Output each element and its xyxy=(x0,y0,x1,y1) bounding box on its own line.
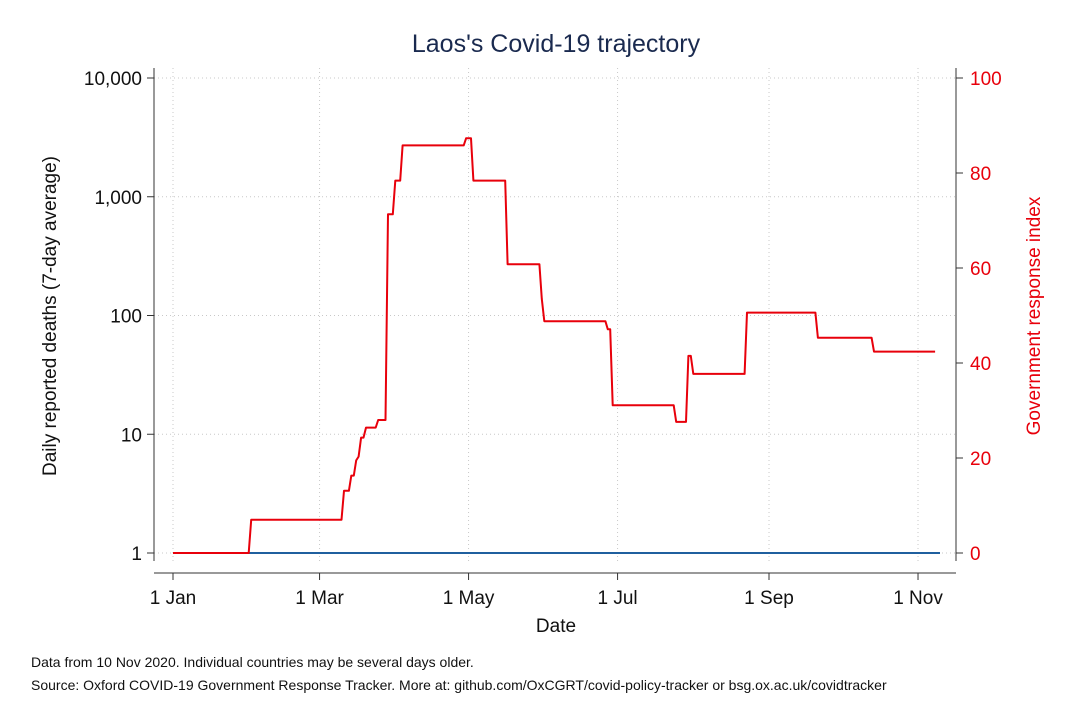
y-left-tick-label: 1,000 xyxy=(94,188,142,209)
axes: 1 10 100 1,000 10,000 0 20 40 60 80 100 1 Jan 1 Mar 1… xyxy=(84,68,1002,609)
x-tick-label: 1 Jan xyxy=(150,588,196,609)
x-tick-label: 1 Sep xyxy=(744,588,794,609)
source-note: Source: Oxford COVID-19 Government Respo… xyxy=(31,677,887,693)
y-right-tick-label: 0 xyxy=(970,544,981,565)
y-right-tick-label: 60 xyxy=(970,259,991,280)
y-axis-right-title: Government response index xyxy=(1024,196,1045,435)
y-left-tick-label: 10,000 xyxy=(84,69,142,90)
x-tick-label: 1 Nov xyxy=(893,588,943,609)
x-axis-title: Date xyxy=(536,616,576,637)
chart-title: Laos's Covid-19 trajectory xyxy=(412,30,701,58)
y-left-tick-label: 10 xyxy=(121,425,142,446)
y-left-tick-label: 100 xyxy=(110,307,142,328)
series-layer xyxy=(173,137,940,554)
y-right-tick-label: 80 xyxy=(970,164,991,185)
x-tick-label: 1 Mar xyxy=(295,588,344,609)
data-date-note: Data from 10 Nov 2020. Individual countr… xyxy=(31,654,474,670)
y-axis-left-title: Daily reported deaths (7-day average) xyxy=(40,156,61,476)
grid xyxy=(154,68,956,561)
y-right-tick-label: 100 xyxy=(970,69,1002,90)
response-index-series-line xyxy=(173,137,936,554)
y-left-tick-label: 1 xyxy=(131,544,142,565)
x-tick-label: 1 May xyxy=(443,588,495,609)
x-tick-label: 1 Jul xyxy=(597,588,637,609)
y-right-tick-label: 40 xyxy=(970,354,991,375)
y-right-tick-label: 20 xyxy=(970,449,991,470)
